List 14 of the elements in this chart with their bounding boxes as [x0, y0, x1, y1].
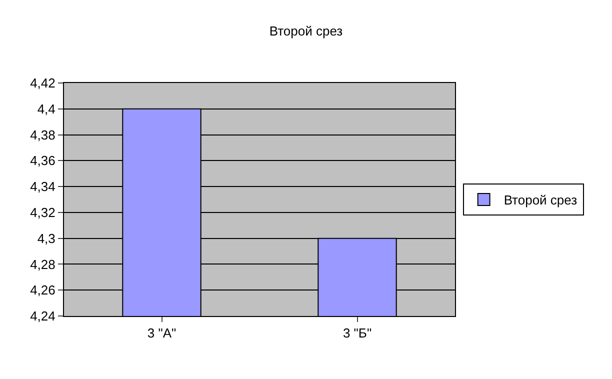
x-tick-label: 3 "А": [147, 326, 176, 341]
y-tick-label: 4,24: [30, 308, 56, 324]
y-tick-label: 4,3: [37, 230, 56, 246]
chart-title: Второй срез: [269, 24, 343, 39]
y-tick-label: 4,36: [30, 153, 56, 168]
y-tick-label: 4,34: [30, 179, 56, 194]
y-tick-label: 4,26: [30, 282, 56, 298]
y-tick-label: 4,38: [30, 127, 56, 142]
y-tick-label: 4,4: [37, 101, 56, 116]
x-tick-label: 3 "Б": [342, 326, 372, 341]
y-tick-label: 4,28: [30, 256, 56, 272]
y-tick-label: 4,32: [30, 204, 56, 220]
legend-label: Второй срез: [504, 192, 578, 208]
y-tick-label: 4,42: [30, 76, 56, 91]
